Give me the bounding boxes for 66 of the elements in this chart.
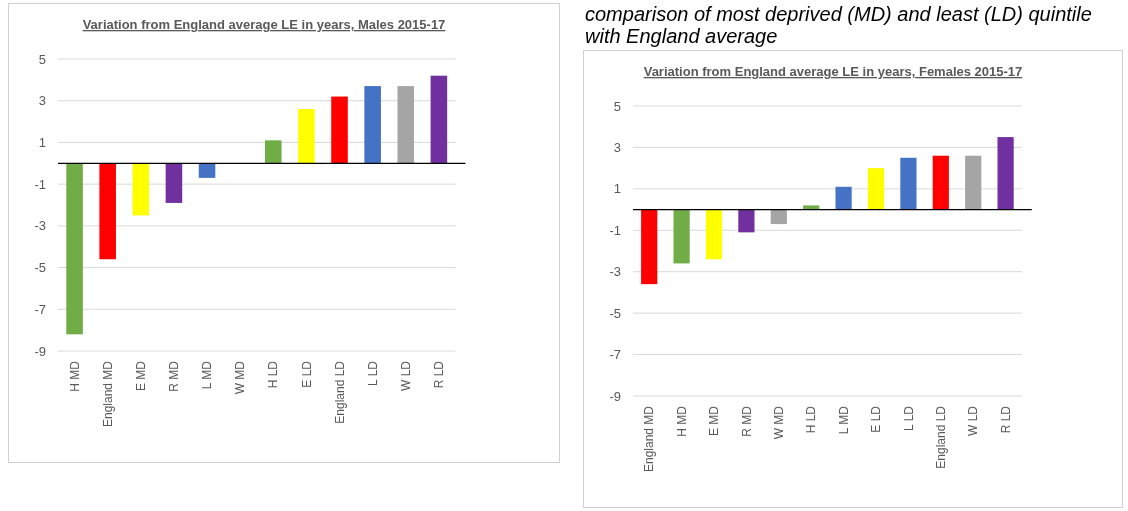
y-tick-label: 3 bbox=[38, 93, 46, 109]
chart-title: Variation from England average LE in years, Males 2015-17 bbox=[82, 17, 446, 32]
y-tick-label: -7 bbox=[34, 301, 46, 317]
x-tick-label: W MD bbox=[233, 360, 248, 395]
y-tick-label: -9 bbox=[34, 343, 46, 359]
x-tick-label: E MD bbox=[707, 405, 722, 436]
text: comparison of most deprived (MD) and least (LD) quintile with England average bbox=[585, 3, 1092, 47]
bar bbox=[66, 163, 83, 335]
y-tick-label: -3 bbox=[609, 264, 621, 280]
y-tick-label: 1 bbox=[38, 134, 46, 150]
x-tick-label: R MD bbox=[167, 360, 182, 392]
bar bbox=[132, 163, 150, 216]
bar bbox=[835, 186, 852, 210]
bar bbox=[965, 155, 982, 210]
bar bbox=[997, 137, 1014, 210]
x-tick-label: E LD bbox=[869, 405, 884, 433]
y-tick-label: 1 bbox=[613, 181, 621, 197]
bar bbox=[673, 209, 690, 264]
y-tick-label: -7 bbox=[609, 347, 621, 363]
bar bbox=[165, 163, 183, 203]
bar bbox=[770, 209, 787, 225]
x-tick-label: W LD bbox=[966, 405, 981, 436]
x-tick-label: W MD bbox=[772, 405, 786, 440]
x-tick-label: H LD bbox=[804, 405, 819, 434]
x-tick-label: R MD bbox=[739, 405, 754, 437]
bar bbox=[900, 157, 917, 210]
x-tick-label: H MD bbox=[674, 405, 689, 437]
bar bbox=[265, 140, 282, 164]
x-tick-label: E MD bbox=[134, 360, 148, 391]
x-tick-label: H MD bbox=[67, 360, 82, 392]
y-tick-label: -5 bbox=[34, 260, 46, 276]
y-tick-label: -5 bbox=[609, 305, 621, 321]
y-tick-label: -1 bbox=[609, 222, 621, 238]
x-tick-label: L MD bbox=[200, 360, 215, 390]
x-tick-label: England LD bbox=[332, 360, 347, 424]
y-tick-label: -1 bbox=[34, 176, 46, 192]
bar bbox=[198, 163, 216, 178]
x-tick-label: L LD bbox=[365, 360, 380, 386]
bar bbox=[430, 75, 448, 164]
x-tick-label: L LD bbox=[901, 405, 916, 431]
y-tick-label: -3 bbox=[34, 218, 46, 234]
x-tick-label: R LD bbox=[432, 360, 447, 389]
x-tick-label: W LD bbox=[398, 360, 413, 391]
bar bbox=[397, 86, 415, 164]
x-tick-label: E LD bbox=[299, 360, 314, 388]
bar bbox=[331, 96, 348, 164]
bar bbox=[99, 163, 116, 260]
bar bbox=[932, 155, 949, 210]
y-tick-label: 3 bbox=[613, 139, 621, 155]
chart-title: Variation from England average LE in years, Females 2015-17 bbox=[643, 64, 1023, 79]
bar bbox=[364, 86, 381, 164]
bar bbox=[298, 109, 315, 164]
bar bbox=[738, 209, 755, 233]
x-tick-label: England MD bbox=[100, 360, 115, 428]
x-tick-label: England LD bbox=[934, 405, 948, 469]
x-tick-label: England MD bbox=[642, 405, 657, 473]
bar bbox=[867, 168, 885, 210]
bar bbox=[641, 209, 658, 285]
x-tick-label: H LD bbox=[266, 360, 281, 389]
y-tick-label: 5 bbox=[613, 98, 621, 114]
bar bbox=[705, 209, 723, 260]
x-tick-label: L MD bbox=[836, 405, 851, 435]
bar bbox=[803, 205, 820, 210]
x-tick-label: R LD bbox=[998, 405, 1013, 434]
y-tick-label: 5 bbox=[38, 51, 46, 67]
y-tick-label: -9 bbox=[609, 388, 621, 404]
